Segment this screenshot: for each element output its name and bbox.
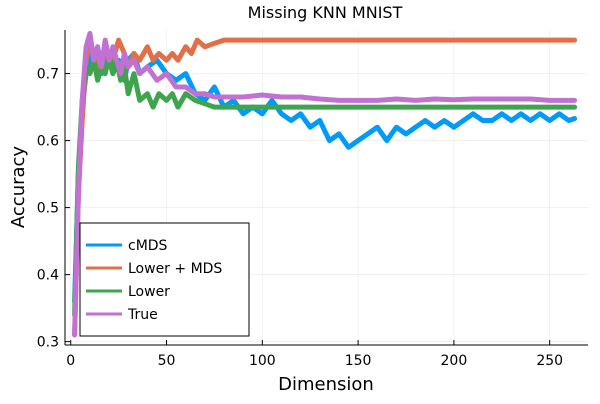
x-tick-label: 0 — [66, 353, 75, 369]
x-tick-label: 150 — [345, 353, 372, 369]
series-layer — [72, 30, 578, 338]
legend-label-cmds: cMDS — [128, 238, 168, 254]
series-line-true — [72, 30, 578, 338]
legend-label-lower: Lower — [128, 284, 170, 300]
x-tick-label: 100 — [249, 353, 276, 369]
series-line-lower — [72, 51, 578, 318]
legend: cMDS Lower + MDS Lower True — [79, 222, 250, 337]
y-tick-label: 0.4 — [37, 268, 59, 284]
chart-title: Missing KNN MNIST — [248, 3, 403, 22]
y-tick-label: 0.5 — [37, 201, 59, 217]
y-tick-label: 0.7 — [37, 67, 59, 83]
ticks: 0 50 100 150 200 250 0.3 0.4 0.5 0.6 0.7 — [37, 67, 563, 369]
legend-label-true: True — [127, 307, 158, 323]
x-tick-label: 200 — [441, 353, 468, 369]
legend-label-lower-mds: Lower + MDS — [128, 261, 222, 277]
y-axis-title: Accuracy — [8, 146, 29, 229]
y-tick-label: 0.3 — [37, 335, 59, 351]
x-axis-title: Dimension — [278, 374, 374, 395]
axes — [64, 30, 588, 346]
legend-box — [79, 222, 250, 337]
x-tick-label: 50 — [158, 353, 176, 369]
y-tick-label: 0.6 — [37, 134, 59, 150]
x-tick-label: 250 — [536, 353, 563, 369]
